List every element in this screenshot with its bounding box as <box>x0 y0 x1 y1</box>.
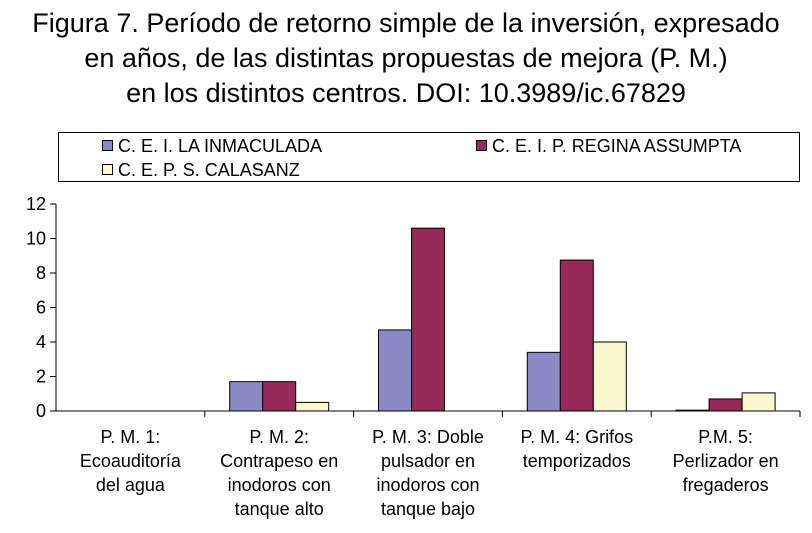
title-line-2: en años, de las distintas propuestas de … <box>84 43 728 73</box>
x-category-label-line: P. M. 1: <box>100 427 161 447</box>
legend-swatch-calasanz <box>102 164 113 175</box>
x-category-label: P. M. 4: Grifos temporizados <box>503 425 651 473</box>
bar-series-1-cat-4 <box>526 351 561 412</box>
x-category-label-line: temporizados <box>522 451 631 471</box>
bar-series-2-cat-5 <box>708 398 743 412</box>
y-tick-label: 10 <box>26 229 46 249</box>
x-category-label-line: P. M. 3: Doble <box>372 427 484 447</box>
y-tick-label: 8 <box>36 263 46 283</box>
x-category-label-line: Contrapeso en <box>220 451 339 471</box>
x-category-label-line: inodoros con <box>227 475 331 495</box>
x-category-label-line: del agua <box>95 475 165 495</box>
title-line-3: en los distintos centros. DOI: 10.3989/i… <box>126 78 686 108</box>
x-category-label-line: inodoros con <box>376 475 480 495</box>
x-category-label-line: P. M. 2: <box>249 427 310 447</box>
x-category-label: P. M. 3: Doble pulsador en inodoros con tan… <box>354 425 502 521</box>
bar-series-1-cat-3 <box>378 329 412 412</box>
x-category-label: P. M. 2: Contrapeso en inodoros con tanque … <box>205 425 353 521</box>
bar-series-3-cat-2 <box>295 401 330 412</box>
x-category-label-line: tanque alto <box>234 499 324 519</box>
x-category-label-line: tanque bajo <box>380 499 476 519</box>
bar-series-2-cat-2 <box>262 381 297 412</box>
x-category-label-line: fregaderos <box>682 475 769 495</box>
legend-item-calasanz: C. E. P. S. CALASANZ <box>102 160 300 180</box>
legend-swatch-regina <box>476 140 487 151</box>
x-category-label: P.M. 5: Perlizador en fregaderos <box>652 425 800 497</box>
y-tick-label: 4 <box>36 332 46 352</box>
bar-series-1-cat-2 <box>229 381 264 412</box>
x-category-label-line: pulsador en <box>380 451 476 471</box>
title-line-1: Figura 7. Período de retorno simple de l… <box>32 8 780 38</box>
chart-title: Figura 7. Período de retorno simple de l… <box>0 6 812 111</box>
y-tick-label: 0 <box>36 401 46 421</box>
x-category-label: P. M. 1: Ecoauditoría del agua <box>56 425 204 497</box>
y-tick-label: 12 <box>26 194 46 214</box>
x-category-label-line: P. M. 4: Grifos <box>520 427 634 447</box>
legend-item-inmaculada: C. E. I. LA INMACULADA <box>102 136 322 156</box>
legend-label-calasanz: C. E. P. S. CALASANZ <box>118 160 300 180</box>
x-category-label-line: Ecoauditoría <box>79 451 181 471</box>
y-tick-label: 6 <box>36 298 46 318</box>
chart-legend: C. E. I. LA INMACULADA C. E. I. P. REGIN… <box>58 132 800 182</box>
bar-series-1-cat-5 <box>675 409 710 412</box>
y-tick-label: 2 <box>36 367 46 387</box>
bar-series-3-cat-4 <box>592 341 627 412</box>
bar-series-3-cat-5 <box>741 392 776 412</box>
x-category-label-line: Perlizador en <box>672 451 779 471</box>
x-category-label-line: P.M. 5: <box>698 427 753 447</box>
legend-label-regina: C. E. I. P. REGINA ASSUMPTA <box>492 136 742 156</box>
legend-item-regina: C. E. I. P. REGINA ASSUMPTA <box>476 136 741 156</box>
bar-series-2-cat-3 <box>411 227 445 412</box>
legend-label-inmaculada: C. E. I. LA INMACULADA <box>118 136 323 156</box>
legend-swatch-inmaculada <box>102 140 113 151</box>
bar-series-2-cat-4 <box>559 259 594 412</box>
